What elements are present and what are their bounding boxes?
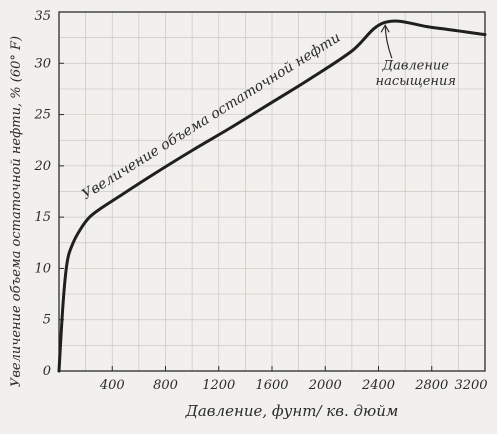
x-tick-label: 1600 — [255, 378, 288, 393]
series-line — [57, 19, 487, 373]
curve-annotation: Увеличение объема остаточной нефти — [79, 30, 343, 203]
grid — [59, 12, 485, 371]
saturation-note: насыщения — [376, 74, 456, 89]
y-axis-label: Увеличение объема остаточной нефти, % (6… — [9, 36, 24, 387]
y-tick-label: 5 — [43, 313, 51, 328]
x-tick-label: 400 — [99, 378, 125, 393]
saturation-note: Давление — [382, 58, 450, 73]
x-tick-label: 800 — [153, 378, 178, 393]
y-tick-label: 20 — [33, 159, 51, 174]
x-tick-label: 2800 — [414, 378, 448, 393]
y-tick-label: 30 — [34, 56, 51, 71]
annotations: Увеличение объема остаточной нефти Давлен… — [79, 24, 456, 203]
y-tick-label: 0 — [43, 364, 51, 379]
x-tick-label: 1200 — [202, 378, 235, 393]
arrow-line — [384, 25, 393, 59]
arrow-head — [380, 24, 390, 33]
x-axis-label: Давление, фунт/ кв. дюйм — [185, 402, 399, 420]
x-tick-label: 2400 — [361, 378, 395, 393]
y-tick-label: 25 — [33, 108, 51, 123]
y-tick-label: 35 — [34, 9, 51, 24]
y-tick-label: 15 — [34, 210, 51, 225]
ticks: 400 800 1200 1600 2000 2400 2800 3200 0 5 10 15 20 25… — [33, 9, 487, 393]
y-tick-label: 10 — [34, 261, 51, 276]
x-tick-label: 2000 — [308, 378, 342, 393]
x-tick-label: 3200 — [454, 378, 487, 393]
